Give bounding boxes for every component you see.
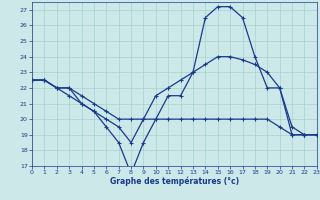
X-axis label: Graphe des températures (°c): Graphe des températures (°c): [110, 177, 239, 186]
